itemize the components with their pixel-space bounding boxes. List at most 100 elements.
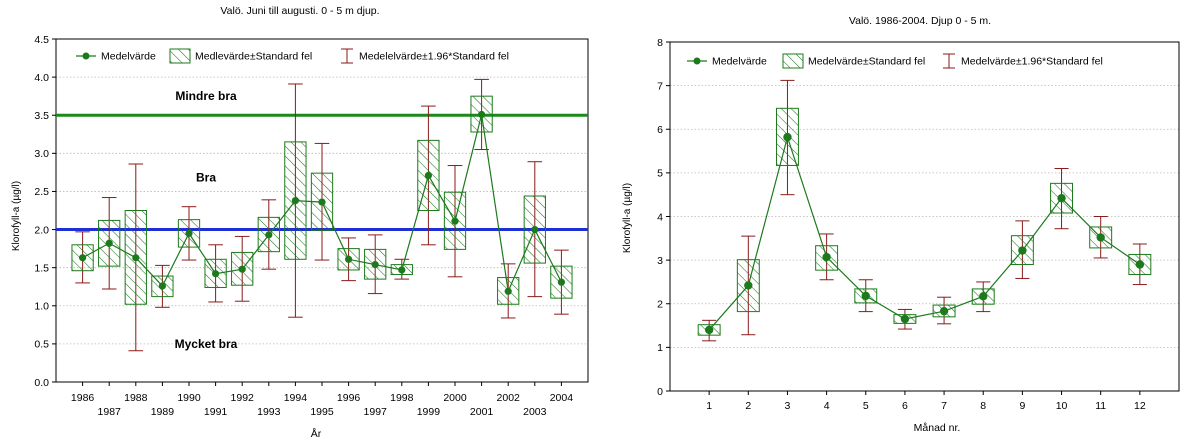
chart-right-legend: Medelvärde Medelvärde±Standard fel Medel… [687,53,1103,69]
x-tick-label-left: 2004 [550,392,574,404]
mean-point [212,270,220,278]
y-tick-label-left: 2.0 [34,224,49,236]
x-tick-label-left: 1991 [204,406,228,418]
x-tick-label-right: 2 [745,400,751,412]
y-tick-label-right: 1 [657,342,663,354]
x-tick-label-left: 1988 [124,392,148,404]
plot-frame-right [669,41,1180,392]
x-tick-label-left: 2003 [523,406,547,418]
legend-mean-label-left: Medelvärde [101,51,156,63]
y-tick-label-left: 0.0 [34,377,49,389]
zone-annotation: Mindre bra [175,89,237,103]
x-tick-label-left: 2001 [470,406,494,418]
mean-point [783,132,792,142]
y-tick-label-left: 1.5 [34,262,49,274]
mean-point [158,282,166,290]
y-tick-label-left: 3.5 [34,110,49,122]
mean-point [939,306,949,316]
mean-point [265,231,273,239]
x-tick-label-left: 1994 [284,392,308,404]
x-tick-label-left: 1992 [231,392,255,404]
panel-divider [598,0,602,443]
legend-ci-label-right: Medelvärde±1.96*Standard fel [961,56,1103,68]
mean-point [861,291,870,301]
y-tick-label-right: 2 [657,299,663,311]
x-tick-label-left: 1996 [337,392,361,404]
x-tick-label-right: 10 [1056,400,1068,412]
x-tick-label-left: 1997 [364,406,388,418]
x-tick-label-left: 2002 [497,392,521,404]
chart-right-title: Valö. 1986-2004. Djup 0 - 5 m. [849,15,991,27]
mean-point [822,252,831,262]
x-tick-label-right: 8 [980,400,986,412]
legend-mean-label-right: Medelvärde [712,56,767,68]
x-tick-label-left: 1999 [417,406,441,418]
mean-point [345,255,353,263]
x-tick-label-left: 1990 [177,392,201,404]
x-tick-label-right: 11 [1095,400,1106,412]
y-tick-label-left: 1.0 [34,301,49,313]
x-tick-label-left: 1989 [151,406,175,418]
legend-ci-marker-right [943,53,955,69]
mean-point [478,110,486,119]
mean-point [531,225,539,234]
y-tick-label-left: 2.5 [34,186,49,198]
legend-ci-marker-left [341,48,353,64]
mean-point [318,198,326,206]
mean-point [1018,246,1027,255]
legend-mean-marker-left [82,52,90,60]
mean-point [105,239,113,247]
chart-left-plot: 0.0 0.5 1.0 1.5 2.0 2.5 3.0 3.5 4.0 4.5 Mindre bra… [34,34,589,418]
chart-left: Valö. Juni till augusti. 0 - 5 m djup. M… [11,5,589,440]
x-tick-label-left: 1995 [310,406,334,418]
mean-point [1096,233,1105,242]
chart-right: Valö. 1986-2004. Djup 0 - 5 m. Medelvärd… [622,15,1180,434]
mean-point [900,314,910,324]
x-tick-label-right: 5 [863,400,869,412]
mean-point [398,266,406,274]
zone-annotation: Bra [196,171,216,185]
y-tick-label-right: 4 [657,211,663,223]
x-tick-label-left: 1987 [98,406,122,418]
mean-point [504,287,512,295]
legend-se-box-left [169,48,191,64]
x-tick-label-left: 1993 [257,406,281,418]
x-tick-label-left: 2000 [443,392,467,404]
mean-point [979,292,988,301]
mean-point [371,261,379,269]
zone-annotation: Mycket bra [175,337,238,351]
y-tick-label-right: 7 [657,80,663,92]
y-tick-label-right: 8 [657,37,663,49]
legend-mean-marker-right [693,57,701,65]
mean-point [744,281,753,290]
chart-left-ylabel: Klorofyll-a (µg/l) [11,181,22,251]
y-tick-label-right: 0 [657,386,663,398]
mean-point [291,196,299,205]
mean-point [424,171,432,180]
y-tick-label-right: 3 [657,255,663,267]
mean-point [451,217,459,225]
x-tick-label-right: 6 [902,400,908,412]
chart-left-legend: Medelvärde Medlevärde±Standard fel Medel… [76,48,509,64]
mean-point [704,325,714,335]
y-tick-label-left: 3.0 [34,148,49,160]
x-tick-label-right: 7 [941,400,947,412]
x-tick-label-left: 1986 [71,392,95,404]
x-tick-label-right: 1 [706,400,712,412]
y-tick-label-left: 4.0 [34,72,49,84]
mean-point [557,278,566,286]
mean-point [238,265,246,273]
chart-right-ylabel: Klorofyll-a (µg/l) [622,183,633,253]
y-tick-label-left: 0.5 [34,339,49,351]
x-tick-label-right: 3 [785,400,791,412]
x-tick-label-left: 1998 [390,392,414,404]
x-tick-label-right: 4 [824,400,830,412]
chart-panel-right: Valö. 1986-2004. Djup 0 - 5 m. Medelvärd… [603,0,1185,443]
chart-panel-left: Valö. Juni till augusti. 0 - 5 m djup. M… [11,5,589,440]
mean-point [79,254,87,262]
y-tick-label-right: 5 [657,168,663,180]
legend-se-label-right: Medelvärde±Standard fel [808,56,925,68]
y-tick-label-left: 4.5 [34,34,49,46]
y-tick-label-right: 6 [657,124,663,136]
